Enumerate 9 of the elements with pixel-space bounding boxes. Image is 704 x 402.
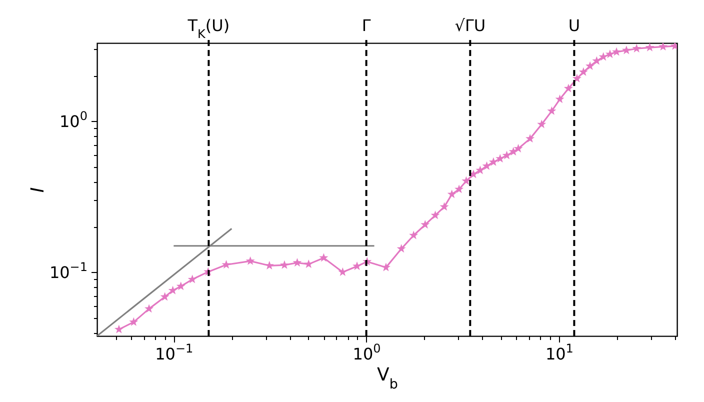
ref-line-label: T$_{K}$(U) xyxy=(186,16,230,41)
ref-line-label: U xyxy=(568,16,580,35)
x-tick-label: 10$^{0}$ xyxy=(352,342,381,364)
ref-line-label: Γ xyxy=(362,16,371,35)
x-tick-label: 10$^{−1}$ xyxy=(155,342,194,364)
x-tick-label: 10$^{1}$ xyxy=(545,342,574,364)
ref-line-label: √ΓU xyxy=(454,16,486,35)
x-axis-title: V$_{b}$ xyxy=(377,364,398,392)
y-axis-title: I xyxy=(28,187,48,193)
